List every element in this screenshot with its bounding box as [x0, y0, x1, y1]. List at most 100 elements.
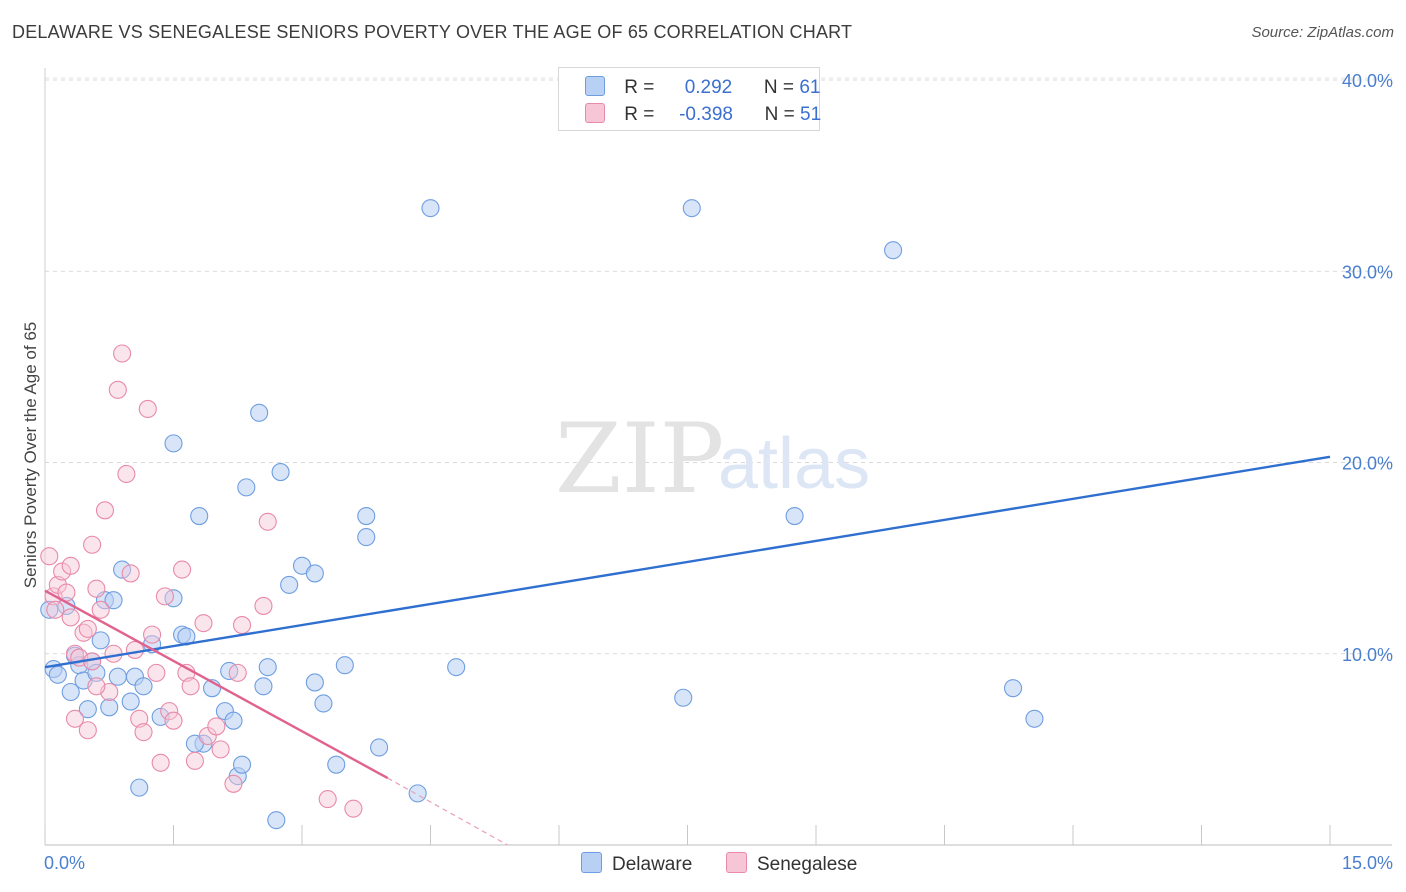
senegalese-point-6: [61, 608, 80, 627]
senegalese-point-32: [173, 560, 192, 579]
gridlines: [45, 77, 1392, 655]
senegalese-point-23: [130, 709, 149, 728]
senegalese-point-34: [181, 677, 200, 696]
senegalese-point-29: [155, 587, 174, 606]
legend-row-senegalese: R = -0.398 N = 51: [585, 103, 821, 127]
senegalese-point-27: [147, 663, 166, 682]
delaware-point-58: [884, 241, 903, 260]
chart-title: DELAWARE VS SENEGALESE SENIORS POVERTY O…: [12, 22, 853, 42]
senegalese-point-39: [211, 740, 230, 759]
y-tick-label-40: 40.0%: [1342, 71, 1393, 91]
delaware-point-44: [305, 564, 324, 583]
delaware-point-41: [271, 463, 290, 482]
delaware-point-0: [40, 600, 59, 619]
series-legend: Delaware Senegalese: [0, 852, 1406, 878]
y-axis-label: Seniors Poverty Over the Age of 65: [21, 322, 40, 588]
series-legend-label-senegalese: Senegalese: [757, 854, 858, 875]
delaware-point-42: [280, 575, 299, 594]
delaware-point-56: [674, 688, 693, 707]
delaware-point-51: [370, 738, 389, 757]
senegalese-point-10: [78, 619, 97, 638]
senegalese-point-20: [117, 464, 136, 484]
senegalese-point-25: [138, 399, 157, 419]
delaware-point-11: [91, 631, 110, 650]
senegalese-point-26: [143, 625, 162, 644]
delaware-point-36: [237, 478, 256, 497]
series-legend-senegalese[interactable]: Senegalese: [726, 852, 857, 876]
delaware-point-20: [134, 677, 153, 696]
delaware-point-37: [250, 403, 269, 422]
series-legend-delaware[interactable]: Delaware: [581, 852, 692, 876]
watermark-atlas: atlas: [718, 424, 870, 504]
legend-r-label: R =: [624, 77, 655, 98]
trend-line-delaware: [44, 455, 1331, 669]
delaware-point-19: [130, 778, 149, 797]
delaware-point-14: [104, 591, 123, 610]
legend-swatch-senegalese: [585, 103, 605, 123]
delaware-point-26: [164, 434, 183, 453]
delaware-point-57: [785, 506, 804, 526]
trend-line-senegalese: [44, 589, 389, 780]
correlation-legend: R = 0.292 N = 61 R = -0.398 N = 51: [558, 67, 821, 131]
delaware-point-13: [100, 698, 119, 717]
senegalese-point-36: [194, 614, 213, 633]
senegalese-point-50: [344, 799, 363, 818]
delaware-point-49: [357, 506, 376, 526]
senegalese-point-44: [258, 512, 277, 531]
delaware-point-17: [121, 692, 140, 711]
delaware-point-53: [421, 199, 440, 218]
legend-r-value-delaware: 0.292: [684, 77, 733, 98]
legend-row-delaware: R = 0.292 N = 61: [585, 76, 820, 100]
senegalese-point-31: [164, 711, 183, 730]
senegalese-point-49: [318, 790, 337, 809]
senegalese-point-15: [95, 501, 115, 520]
delaware-point-46: [314, 694, 333, 713]
watermark-zip: ZIP: [555, 403, 724, 515]
senegalese-point-14: [61, 556, 80, 575]
delaware-point-60: [1025, 709, 1044, 728]
legend-n-label: N =: [764, 104, 795, 125]
delaware-point-35: [232, 755, 252, 774]
senegalese-point-13: [91, 600, 110, 619]
senegalese-point-28: [151, 753, 170, 772]
delaware-point-39: [258, 658, 277, 677]
delaware-point-4: [61, 682, 80, 702]
delaware-point-10: [87, 663, 106, 682]
delaware-point-45: [305, 673, 324, 692]
senegalese-point-38: [207, 717, 226, 736]
senegalese-point-46: [78, 721, 97, 740]
series-legend-label-delaware: Delaware: [612, 854, 693, 875]
delaware-point-29: [190, 506, 209, 526]
legend-n-value-senegalese: 51: [800, 104, 822, 125]
senegalese-point-21: [121, 564, 140, 583]
legend-swatch-delaware: [585, 76, 605, 96]
legend-n-value-delaware: 61: [799, 77, 821, 98]
delaware-point-48: [335, 656, 354, 675]
y-tick-label-30: 30.0%: [1342, 262, 1393, 282]
senegalese-point-41: [228, 663, 247, 682]
senegalese-point-2: [46, 600, 65, 619]
axes: [44, 68, 1392, 846]
senegalese-point-0: [40, 547, 59, 566]
y-tick-label-10: 10.0%: [1342, 645, 1393, 665]
senegalese-point-45: [65, 709, 85, 728]
x-tick-label-max: 15.0%: [1342, 853, 1393, 873]
delaware-point-33: [224, 711, 243, 730]
y-tick-label-20: 20.0%: [1342, 454, 1393, 474]
delaware-point-55: [682, 199, 701, 218]
series-senegalese-points: [40, 344, 363, 818]
delaware-point-59: [1003, 679, 1023, 698]
x-tick-label-min: 0.0%: [44, 853, 85, 873]
delaware-point-47: [327, 755, 346, 774]
senegalese-point-43: [254, 596, 273, 615]
series-legend-swatch-senegalese: [726, 852, 747, 873]
source-label: Source: ZipAtlas.com: [1251, 24, 1394, 41]
delaware-point-52: [408, 784, 427, 803]
delaware-point-54: [447, 658, 466, 677]
series-legend-swatch-delaware: [581, 852, 602, 873]
legend-r-value-senegalese: -0.398: [679, 104, 733, 125]
senegalese-point-18: [108, 380, 127, 399]
delaware-point-16: [113, 560, 132, 579]
series-delaware-points: [40, 199, 1044, 830]
